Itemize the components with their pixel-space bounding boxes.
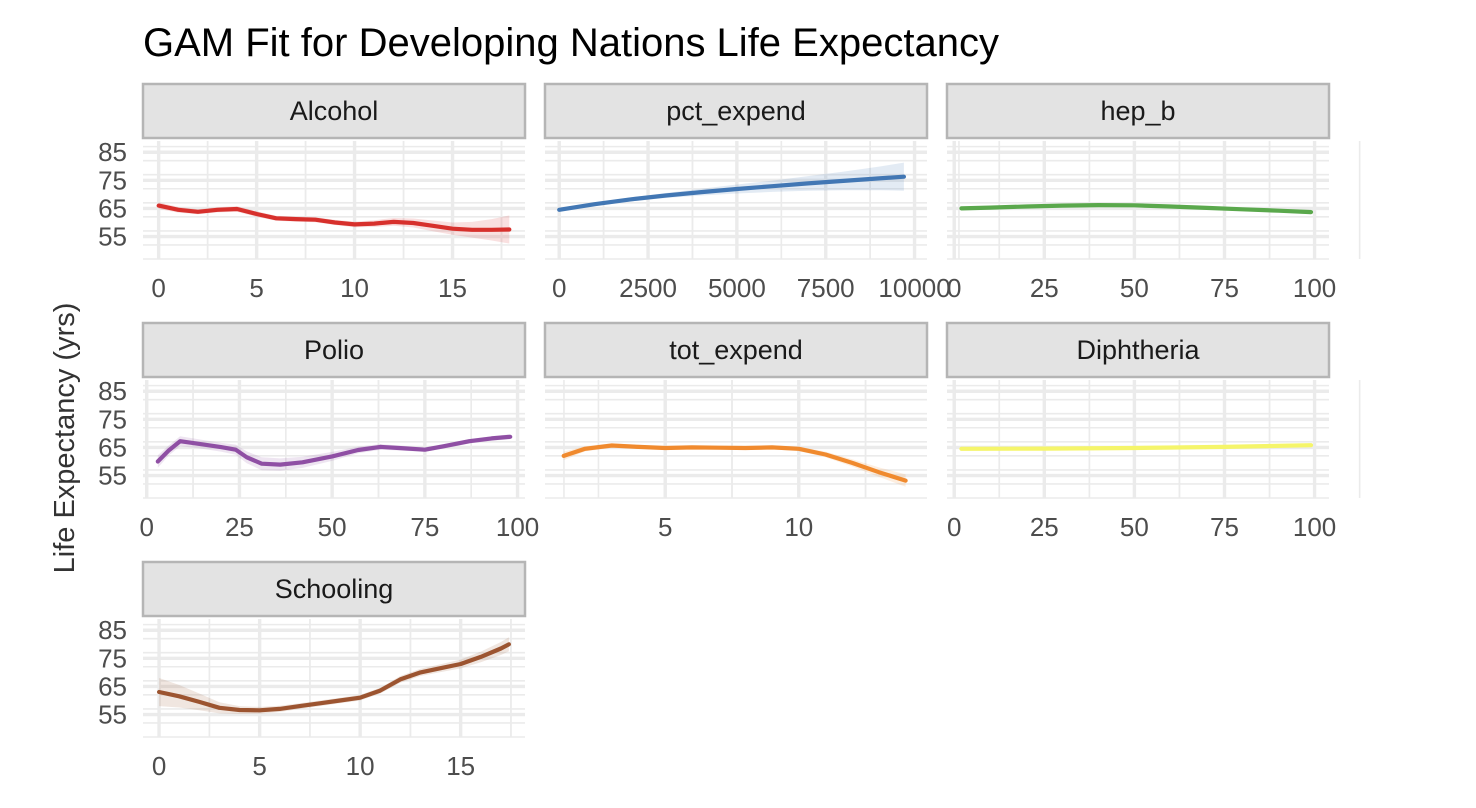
facet-strip-label: Alcohol <box>290 96 379 126</box>
y-axis-label: Life Expectancy (yrs) <box>49 303 81 574</box>
y-tick-label: 85 <box>98 376 127 406</box>
x-tick-label: 0 <box>552 273 566 303</box>
fitted-line <box>959 203 1314 215</box>
x-tick-label: 15 <box>446 751 475 781</box>
x-tick-label: 10000 <box>878 273 950 303</box>
fitted-line <box>155 434 513 467</box>
panel-grid <box>545 380 927 499</box>
x-tick-label: 25 <box>1030 512 1059 542</box>
x-tick-label: 0 <box>947 512 961 542</box>
y-tick-label: 65 <box>98 671 127 701</box>
x-tick-label: 5 <box>249 273 263 303</box>
confidence-band <box>559 162 904 212</box>
panel-grid <box>143 380 565 499</box>
x-tick-label: 15 <box>438 273 467 303</box>
x-tick-label: 7500 <box>797 273 855 303</box>
x-tick-label: 0 <box>139 512 153 542</box>
x-tick-label: 100 <box>1293 512 1336 542</box>
y-tick-label: 55 <box>98 461 127 491</box>
x-tick-label: 75 <box>1210 273 1239 303</box>
x-tick-label: 75 <box>1210 512 1239 542</box>
confidence-band <box>157 434 511 471</box>
facet-strip-label: tot_expend <box>669 335 803 365</box>
facet-strip <box>141 321 527 379</box>
facet-strip-label: hep_b <box>1100 96 1175 126</box>
facet-strip-label: Diphtheria <box>1076 335 1200 365</box>
facet-strip <box>543 321 929 379</box>
confidence-band <box>159 637 509 714</box>
facet-strip <box>945 82 1331 140</box>
fitted-line <box>959 443 1314 451</box>
facet-strip-label: Polio <box>304 335 364 365</box>
chart-title: GAM Fit for Developing Nations Life Expe… <box>143 21 999 65</box>
x-tick-label: 10 <box>346 751 375 781</box>
y-tick-label: 55 <box>98 222 127 252</box>
panel-grid <box>143 141 525 260</box>
panel-grid <box>143 619 525 738</box>
x-tick-label: 0 <box>947 273 961 303</box>
y-tick-label: 75 <box>98 643 127 673</box>
x-tick-label: 2500 <box>619 273 677 303</box>
facet-strip <box>945 321 1331 379</box>
x-tick-label: 5000 <box>708 273 766 303</box>
x-tick-label: 25 <box>1030 273 1059 303</box>
x-tick-label: 100 <box>1293 273 1336 303</box>
x-tick-label: 0 <box>151 273 165 303</box>
fitted-line <box>156 203 512 232</box>
x-tick-label: 10 <box>340 273 369 303</box>
x-tick-label: 50 <box>1120 512 1149 542</box>
x-tick-label: 25 <box>225 512 254 542</box>
x-tick-label: 50 <box>1120 273 1149 303</box>
panel-grid <box>947 141 1361 260</box>
fitted-line <box>157 642 511 713</box>
y-tick-label: 85 <box>98 615 127 645</box>
facet-strip <box>141 82 527 140</box>
fitted-line <box>557 174 906 212</box>
facet-strip-label: Schooling <box>275 574 394 604</box>
x-tick-label: 5 <box>658 512 672 542</box>
facet-hep-b: hep_b 0 25 50 75 100 <box>945 82 1361 303</box>
x-tick-label: 75 <box>410 512 439 542</box>
x-tick-label: 5 <box>252 751 266 781</box>
facet-strip-label: pct_expend <box>666 96 806 126</box>
facet-strip <box>141 560 527 618</box>
y-tick-label: 75 <box>98 404 127 434</box>
facet-diphtheria: Diphtheria 0 25 50 75 100 <box>945 321 1361 542</box>
y-tick-label: 65 <box>98 193 127 223</box>
y-tick-label: 65 <box>98 432 127 462</box>
y-tick-label: 55 <box>98 700 127 730</box>
x-tick-label: 10 <box>784 512 813 542</box>
y-tick-label: 75 <box>98 165 127 195</box>
x-tick-label: 0 <box>152 751 166 781</box>
panel-grid <box>545 141 960 260</box>
panel-grid <box>947 380 1361 499</box>
x-tick-label: 50 <box>318 512 347 542</box>
facet-strip <box>543 82 929 140</box>
x-tick-label: 100 <box>496 512 539 542</box>
facet-pct-expend: pct_expend 0 2500 5000 7500 10000 <box>543 82 960 303</box>
facet-tot-expend: tot_expend 5 10 <box>543 321 929 542</box>
y-tick-label: 85 <box>98 137 127 167</box>
fitted-line <box>561 443 908 483</box>
